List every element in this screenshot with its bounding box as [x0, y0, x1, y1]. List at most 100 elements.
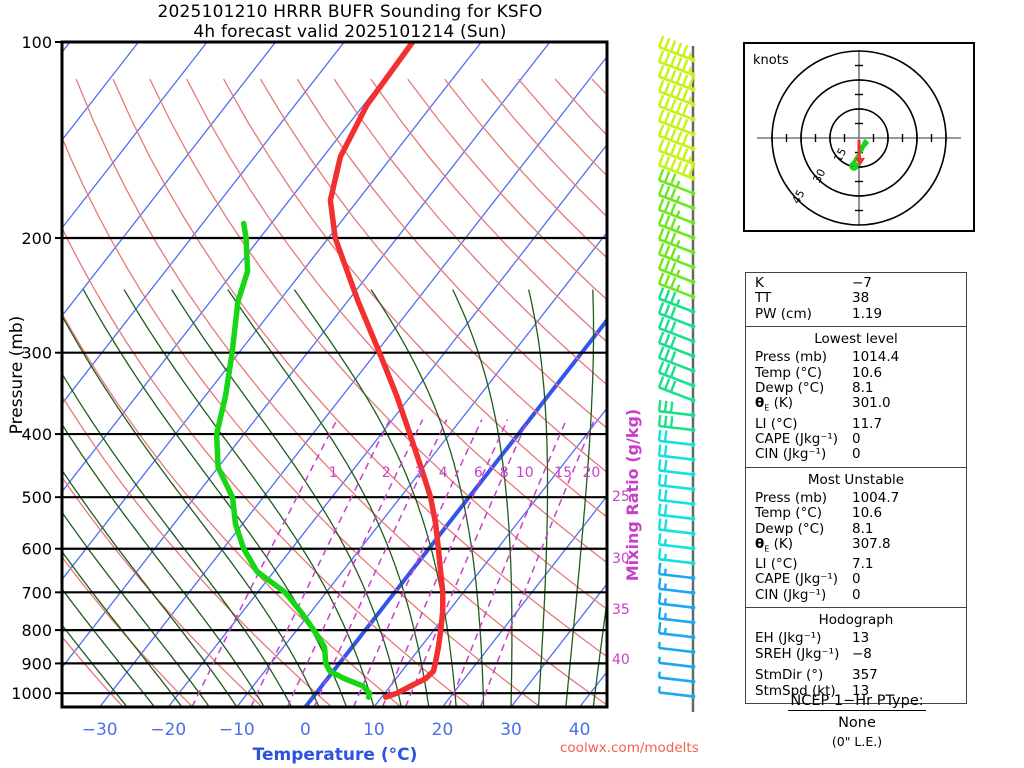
- temperature-tick: 10: [363, 720, 385, 740]
- wind-barb: [657, 242, 696, 270]
- mixing-ratio-tick: 2: [382, 465, 391, 481]
- index-row-value: 38: [852, 290, 870, 307]
- wind-barb: [657, 414, 696, 433]
- wind-barb: [657, 488, 696, 507]
- wind-barb: [657, 346, 696, 374]
- pressure-tick: 800: [21, 621, 52, 640]
- pressure-tick: 500: [21, 488, 52, 507]
- wind-barb: [657, 183, 696, 211]
- hodograph-stats-section: Hodograph EH (Jkg⁻¹) 13 SREH (Jkg⁻¹) −8 Stm…: [746, 607, 966, 703]
- index-row: K −7: [746, 275, 966, 291]
- mixing-ratio-tick: 6: [474, 465, 483, 481]
- most-unstable-row-key: Dewp (°C): [755, 520, 825, 537]
- index-row-key: TT: [755, 290, 772, 307]
- wind-barb: [657, 459, 696, 477]
- lowest-level-row-key: θE (K): [755, 395, 794, 414]
- wind-barb: [657, 50, 696, 78]
- hodograph-storm-row-key: StmDir (°): [755, 667, 824, 684]
- lowest-level-row: θE (K) 301.0: [746, 396, 966, 416]
- right-axis-tick: 35: [612, 602, 630, 618]
- pressure-tick: 1000: [11, 684, 52, 703]
- wind-barb: [657, 79, 696, 107]
- dewpoint-curve: [213, 220, 373, 700]
- mixing-ratio-tick: 3: [415, 465, 424, 481]
- mixing-ratio-tick: 8: [500, 465, 509, 481]
- chart-title: 2025101210 HRRR BUFR Sounding for KSFO 4…: [0, 2, 700, 42]
- right-axis-tick: 30: [612, 551, 630, 567]
- most-unstable-row-value: 7.1: [852, 556, 874, 573]
- wind-barb: [657, 287, 696, 314]
- mixing-ratio-tick: 15: [554, 465, 572, 481]
- sounding-data-panel: K −7 TT 38 PW (cm) 1.19 Lowest level Press (m…: [745, 272, 967, 704]
- ptype-header: NCEP 1−Hr PType:: [788, 693, 926, 711]
- most-unstable-row-key: Temp (°C): [755, 505, 822, 522]
- wind-barb: [657, 548, 696, 566]
- lowest-level-row-key: Dewp (°C): [755, 380, 825, 397]
- wind-barb: [657, 656, 696, 670]
- ptype-value: None: [838, 715, 876, 731]
- wind-barb: [657, 622, 696, 640]
- pressure-tick: 900: [21, 654, 52, 673]
- lowest-level-row-key: LI (°C): [755, 415, 798, 432]
- most-unstable-row-key: CIN (Jkg⁻¹): [755, 586, 827, 603]
- most-unstable-row-value: 1004.7: [852, 489, 900, 506]
- panel-box: K −7 TT 38 PW (cm) 1.19 Lowest level Press (m…: [745, 272, 967, 704]
- temperature-tick: −20: [150, 720, 186, 740]
- wind-barb: [657, 227, 696, 255]
- index-row: TT 38: [746, 290, 966, 307]
- mixing-ratio-lines: [191, 419, 596, 707]
- wind-barb: [657, 375, 696, 403]
- wind-barb: [657, 168, 696, 196]
- wind-barb: [657, 533, 696, 551]
- index-row-value: −7: [852, 275, 872, 291]
- lowest-level-row-value: 11.7: [852, 415, 883, 432]
- pressure-tick-labels: 100 200 300 400 500 600 700 800 900 1000: [11, 33, 62, 703]
- ptype-liquid-equivalent: (0" L.E.): [831, 734, 883, 749]
- most-unstable-row: CIN (Jkg⁻¹) 0: [746, 586, 966, 603]
- temperature-tick: −30: [82, 720, 118, 740]
- plot-frame: [60, 40, 609, 709]
- hodograph-stat-row-value: 13: [852, 630, 870, 647]
- ptype-block: NCEP 1−Hr PType: None (0" L.E.): [737, 690, 977, 749]
- pressure-tick: 300: [21, 344, 52, 363]
- lowest-level-row: Temp (°C) 10.6: [746, 364, 966, 381]
- hodograph-storm-row: StmSpd (kt) 13: [746, 682, 966, 699]
- y-axis-label: Pressure (mb): [7, 316, 27, 435]
- lowest-level-row-key: Temp (°C): [755, 364, 822, 381]
- title-line-2: 4h forecast valid 2025101214 (Sun): [193, 22, 507, 42]
- hodograph-storm-row-value: 13: [852, 682, 870, 699]
- lowest-level-row: Dewp (°C) 8.1: [746, 380, 966, 397]
- wind-barb: [657, 503, 696, 522]
- most-unstable-row-value: 8.1: [852, 520, 874, 537]
- temperature-tick: 0: [300, 720, 311, 740]
- title-line-1: 2025101210 HRRR BUFR Sounding for KSFO: [157, 2, 543, 22]
- wind-barb: [657, 35, 696, 63]
- lowest-level-row: Press (mb) 1014.4: [746, 349, 966, 366]
- wind-barb: [657, 316, 696, 344]
- temperature-tick: 20: [432, 720, 454, 740]
- wind-barb: [657, 139, 696, 167]
- most-unstable-row-key: LI (°C): [755, 556, 798, 573]
- temperature-tick-labels: −30 −20 −10 0 10 20 30 40: [82, 720, 591, 740]
- lowest-level-row-key: Press (mb): [755, 349, 828, 366]
- most-unstable-row: Temp (°C) 10.6: [746, 505, 966, 522]
- wind-barb: [657, 272, 696, 300]
- pressure-tick: 400: [21, 425, 52, 444]
- wind-barb: [657, 65, 696, 92]
- hodograph-stat-row-value: −8: [852, 645, 872, 662]
- wind-barb: [657, 671, 696, 684]
- index-row-key: K: [755, 275, 764, 291]
- most-unstable-header: Most Unstable: [807, 471, 905, 488]
- lowest-level-row: LI (°C) 11.7: [746, 415, 966, 432]
- wind-barb: [657, 444, 696, 462]
- mixing-ratio-tick: 10: [516, 465, 534, 481]
- most-unstable-row: Press (mb) 1004.7: [746, 489, 966, 506]
- mixing-ratio-axis-label: Mixing Ratio (g/kg): [623, 409, 642, 581]
- pressure-tick: 100: [21, 33, 52, 52]
- lowest-level-row: CAPE (Jkg⁻¹) 0: [746, 431, 966, 447]
- mixing-ratio-tick: 4: [439, 465, 448, 481]
- most-unstable-row-key: θE (K): [755, 535, 794, 554]
- hodograph-stat-row: EH (Jkg⁻¹) 13: [746, 630, 966, 647]
- indices-section: K −7 TT 38 PW (cm) 1.19: [746, 273, 966, 326]
